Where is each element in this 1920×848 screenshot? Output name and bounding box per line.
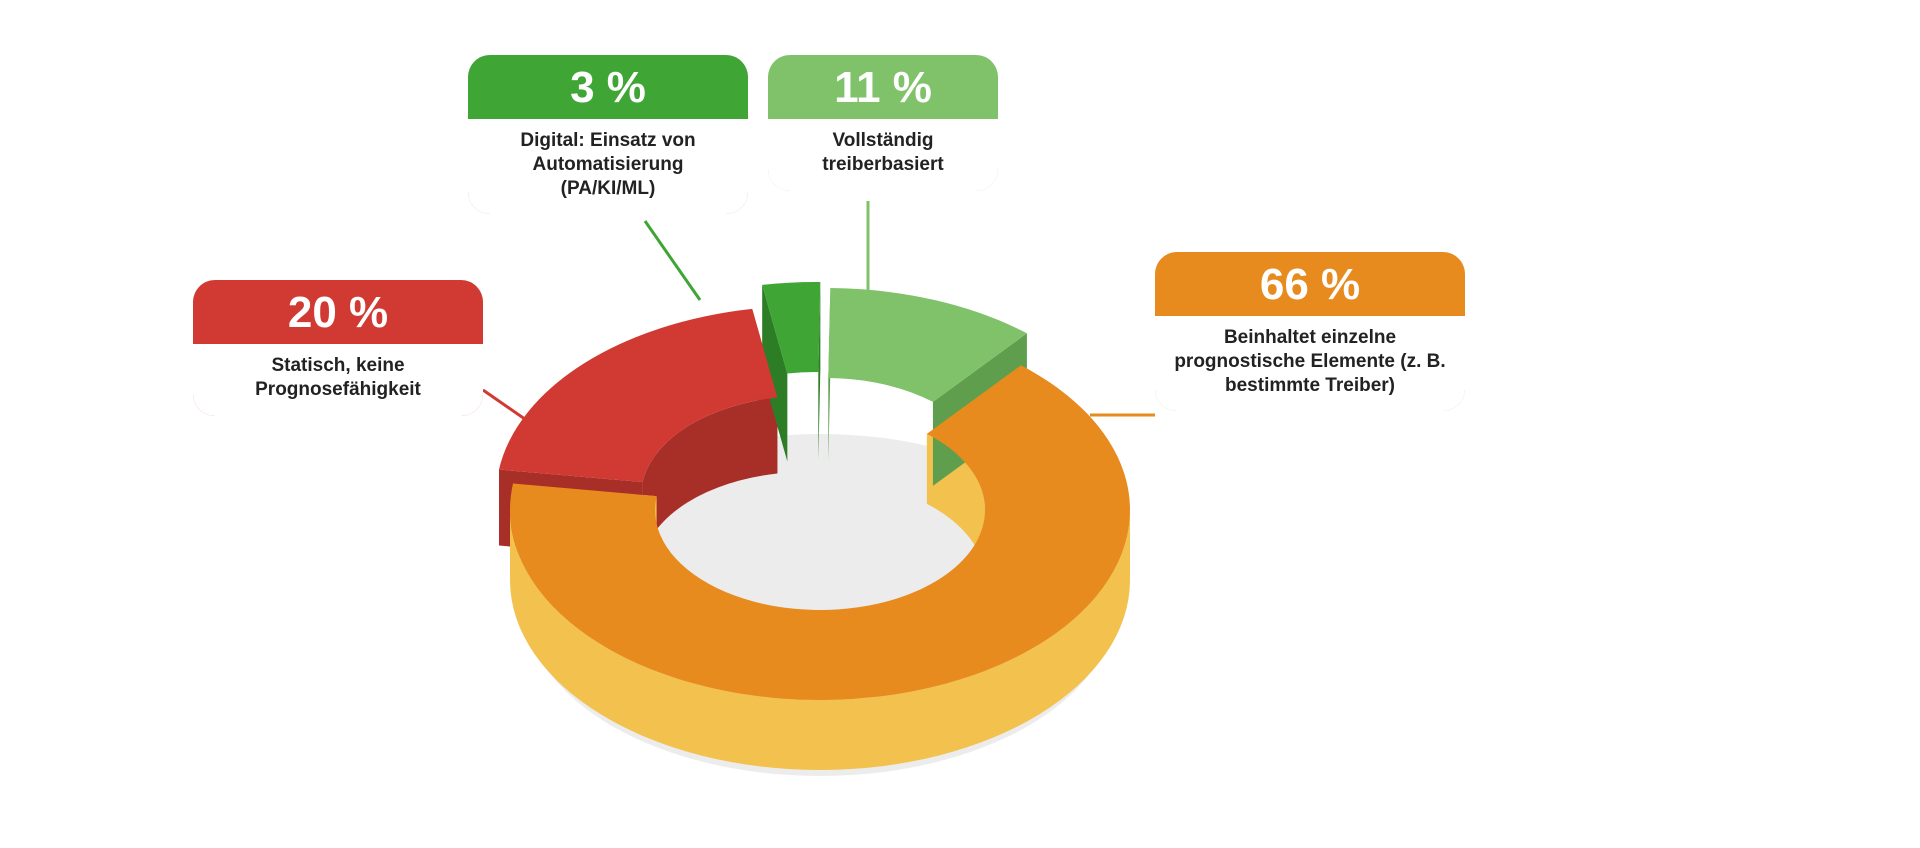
pct-orange: 66 %	[1155, 252, 1465, 316]
desc-red: Statisch, keine Prognosefähigkeit	[193, 344, 483, 416]
callout-orange: 66 % Beinhaltet einzelne prognostische E…	[1155, 252, 1465, 411]
callout-dark-green: 3 % Digital: Einsatz von Automatisierung…	[468, 55, 748, 214]
desc-orange: Beinhaltet einzelne prognostische Elemen…	[1155, 316, 1465, 411]
desc-dark-green: Digital: Einsatz von Automatisierung (PA…	[468, 119, 748, 214]
pct-light-green: 11 %	[768, 55, 998, 119]
desc-light-green: Vollständig treiberbasiert	[768, 119, 998, 191]
callout-red: 20 % Statisch, keine Prognosefähigkeit	[193, 280, 483, 416]
pct-dark-green: 3 %	[468, 55, 748, 119]
donut-chart-stage: 20 % Statisch, keine Prognosefähigkeit 3…	[0, 0, 1920, 848]
callout-light-green: 11 % Vollständig treiberbasiert	[768, 55, 998, 191]
leader-dark-green	[645, 221, 700, 300]
pct-red: 20 %	[193, 280, 483, 344]
